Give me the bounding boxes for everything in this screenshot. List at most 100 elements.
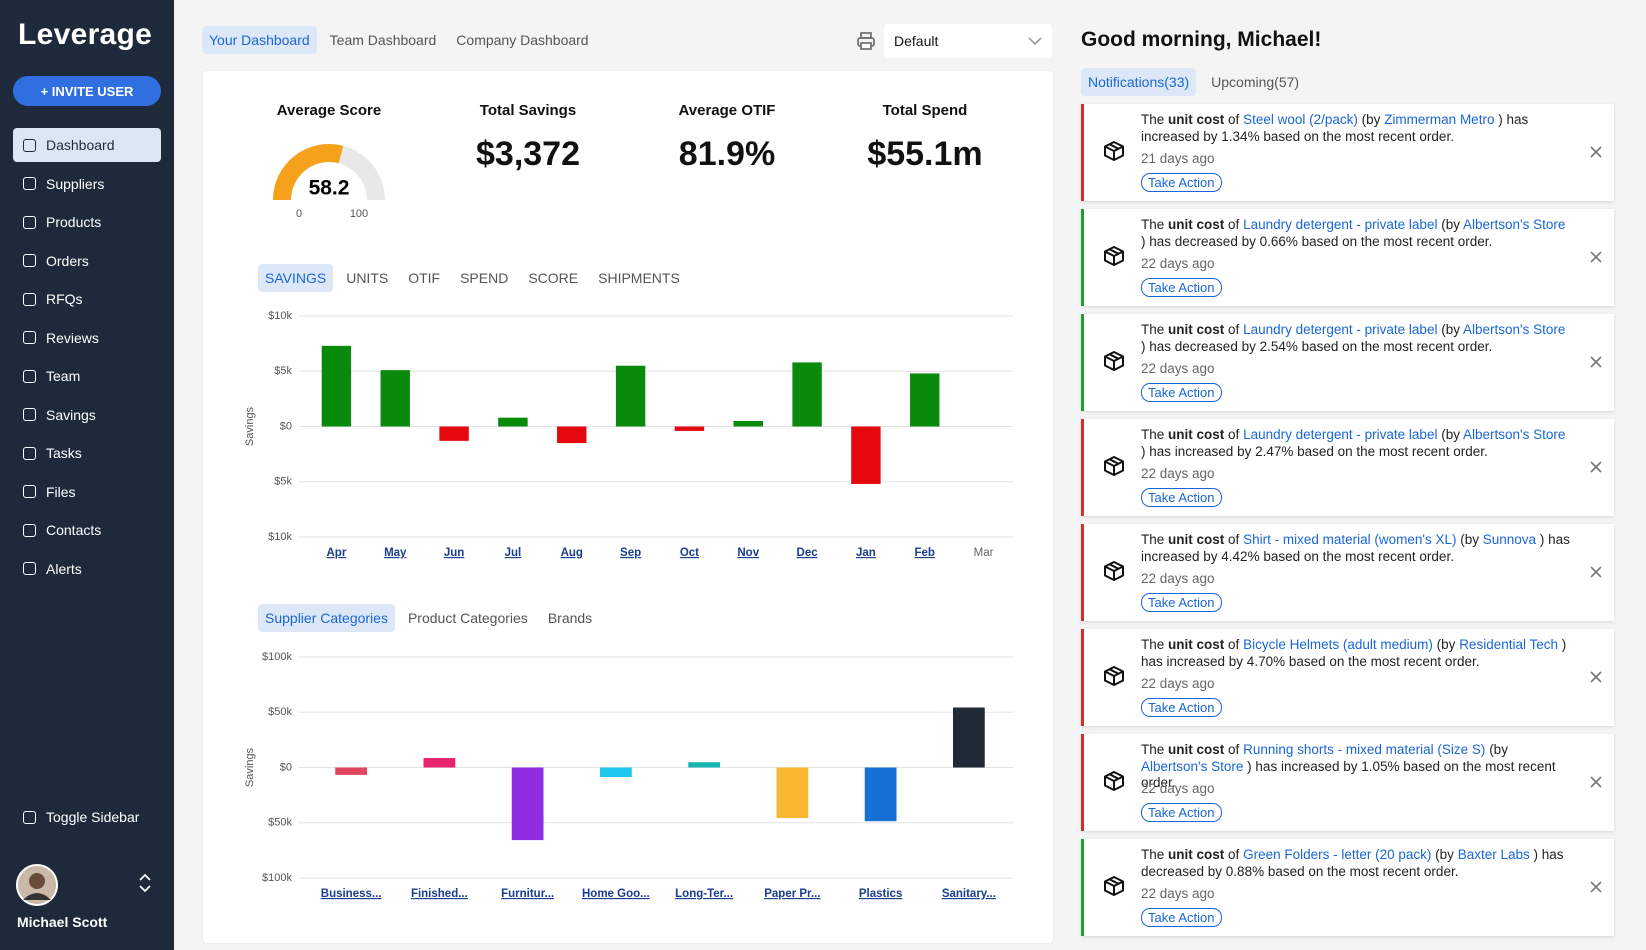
print-icon[interactable] (856, 31, 876, 51)
product-link[interactable]: Running shorts - mixed material (Size S) (1243, 742, 1486, 757)
take-action[interactable]: Take Action (1141, 698, 1222, 717)
take-action[interactable]: Take Action (1141, 173, 1222, 192)
user-menu-chevron[interactable] (138, 873, 152, 893)
nav-item[interactable]: Tasks (13, 436, 161, 470)
x-tick-label: Furnitur... (501, 888, 554, 900)
supplier-link[interactable]: Albertson's Store (1463, 322, 1566, 337)
nav-label: Alerts (46, 560, 82, 577)
bar (792, 362, 822, 427)
take-action[interactable]: Take Action (1141, 593, 1222, 612)
supplier-link[interactable]: Albertson's Store (1141, 758, 1244, 774)
take-action[interactable]: Take Action (1141, 803, 1222, 822)
close-paren: ) (1561, 637, 1567, 652)
select-value: Default (894, 33, 939, 49)
x-tick-label: Jul (505, 547, 522, 559)
lead: The (1141, 427, 1165, 442)
tail: has decreased by 0.88% based on the most… (1141, 847, 1564, 879)
supplier-link[interactable]: Sunnova (1482, 532, 1537, 547)
tab[interactable]: Team Dashboard (329, 32, 437, 48)
x-tick-label: Finished... (411, 888, 468, 900)
by: (by (1441, 322, 1460, 337)
product-link[interactable]: Bicycle Helmets (adult medium) (1243, 637, 1433, 652)
nav-item[interactable]: Reviews (13, 321, 161, 355)
box-icon (1104, 246, 1124, 266)
nav-item[interactable]: Dashboard (13, 128, 161, 162)
supplier-link[interactable]: Zimmerman Metro (1384, 112, 1495, 127)
bar (851, 426, 881, 484)
product-link[interactable]: Steel wool (2/pack) (1243, 112, 1358, 127)
tab[interactable]: SHIPMENTS (598, 270, 680, 286)
time: 22 days ago (1141, 886, 1215, 901)
tab[interactable]: SCORE (528, 270, 579, 286)
tab[interactable]: SAVINGS (258, 264, 334, 292)
product-link[interactable]: Shirt - mixed material (women's XL) (1243, 532, 1457, 547)
tab[interactable]: Upcoming(57) (1211, 74, 1300, 90)
dismiss[interactable] (1589, 142, 1603, 165)
supplier-link[interactable]: Albertson's Store (1463, 217, 1566, 232)
x-tick-label: Jan (856, 547, 876, 559)
x-tick-label: Oct (680, 547, 699, 559)
supplier-link[interactable]: Residential Tech (1459, 637, 1558, 652)
take-action[interactable]: Take Action (1141, 908, 1222, 927)
nav-label: Tasks (46, 445, 82, 461)
tab[interactable]: Company Dashboard (456, 32, 589, 48)
notification-tabs: Notifications(33) Upcoming(57) (1081, 68, 1306, 96)
tab[interactable]: Notifications(33) (1081, 68, 1197, 96)
product-link[interactable]: Green Folders - letter (20 pack) (1243, 847, 1432, 862)
of: of (1228, 637, 1240, 652)
tab[interactable]: SPEND (460, 270, 509, 286)
lead: The (1141, 322, 1165, 337)
view-select[interactable]: Default (884, 24, 1052, 58)
nav-item[interactable]: Team (13, 359, 161, 393)
nav-item[interactable]: Alerts (13, 552, 161, 586)
tab[interactable]: OTIF (408, 270, 441, 286)
by: (by (1441, 217, 1460, 232)
nav-item[interactable]: Savings (13, 398, 161, 432)
nav-item[interactable]: RFQs (13, 282, 161, 316)
dismiss[interactable] (1589, 562, 1603, 585)
take-action[interactable]: Take Action (1141, 278, 1222, 297)
supplier-link[interactable]: Baxter Labs (1457, 847, 1530, 862)
notification-text: The unit cost of Running shorts - mixed … (1141, 742, 1571, 792)
tail: has increased by 4.42% based on the most… (1141, 532, 1570, 564)
nav-item[interactable]: Files (13, 475, 161, 509)
tab[interactable]: Brands (547, 610, 593, 626)
dismiss[interactable] (1589, 457, 1603, 480)
dismiss[interactable] (1589, 877, 1603, 900)
box-icon (1104, 771, 1124, 791)
y-tick-label: $100k (262, 872, 292, 884)
nav-item[interactable]: Products (13, 205, 161, 239)
gauge-max: 100 (350, 208, 368, 220)
tab[interactable]: Your Dashboard (202, 26, 317, 54)
x-tick-label: Home Goo... (582, 888, 650, 900)
bar (511, 767, 544, 841)
brand: Leverage (18, 18, 153, 51)
close-paren: ) (1141, 443, 1146, 459)
product-link[interactable]: Laundry detergent - private label (1243, 322, 1438, 337)
invite-button[interactable]: + INVITE USER (13, 76, 161, 106)
bold: unit cost (1168, 847, 1225, 862)
notification-text: The unit cost of Laundry detergent - pri… (1141, 217, 1571, 250)
tab[interactable]: Product Categories (407, 610, 528, 626)
dashboard-tabs: Your Dashboard Team Dashboard Company Dash… (202, 26, 596, 54)
bar (674, 426, 705, 431)
tab[interactable]: UNITS (346, 270, 389, 286)
product-link[interactable]: Laundry detergent - private label (1243, 217, 1438, 232)
nav-item[interactable]: Contacts (13, 513, 161, 547)
take-action[interactable]: Take Action (1141, 383, 1222, 402)
x-tick-label: Feb (915, 547, 935, 559)
nav-item[interactable]: Orders (13, 244, 161, 278)
supplier-link[interactable]: Albertson's Store (1463, 427, 1566, 442)
bold: unit cost (1168, 112, 1225, 127)
dismiss[interactable] (1589, 667, 1603, 690)
toggle-sidebar[interactable]: Toggle Sidebar (13, 800, 161, 834)
tab[interactable]: Supplier Categories (258, 604, 395, 632)
take-action[interactable]: Take Action (1141, 488, 1222, 507)
product-link[interactable]: Laundry detergent - private label (1243, 427, 1438, 442)
dismiss[interactable] (1589, 352, 1603, 375)
nav-item[interactable]: Suppliers (13, 167, 161, 201)
dismiss[interactable] (1589, 772, 1603, 795)
dismiss[interactable] (1589, 247, 1603, 270)
of: of (1228, 742, 1240, 757)
